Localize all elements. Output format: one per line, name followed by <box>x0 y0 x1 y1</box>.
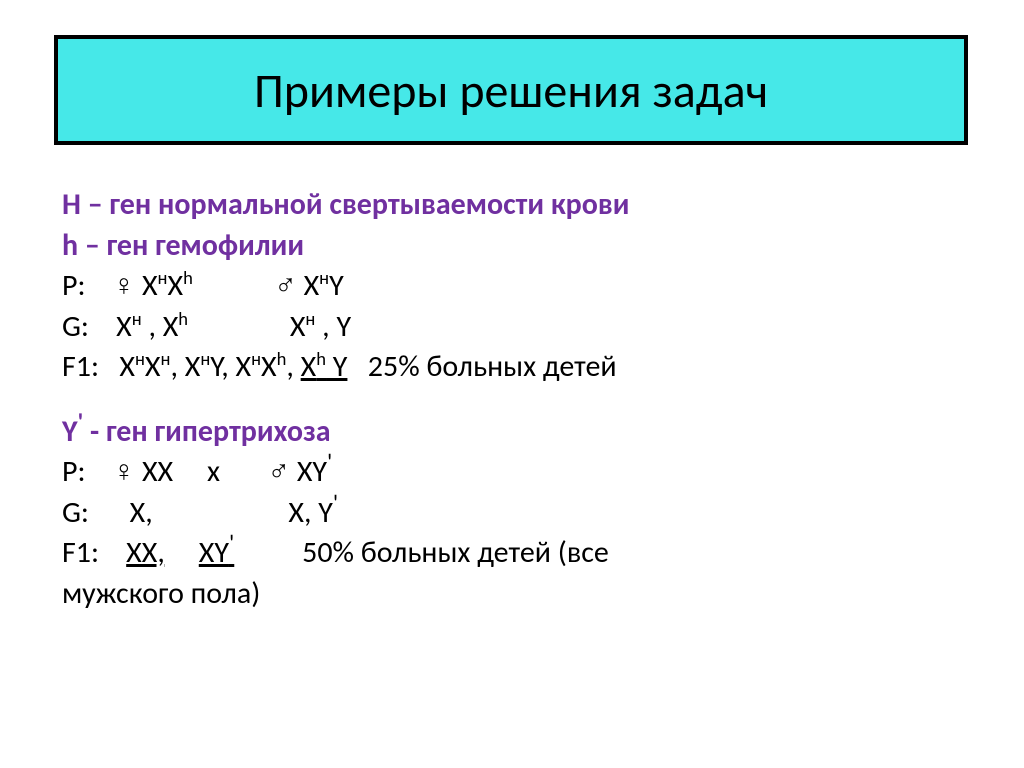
result-text: 25% больных детей <box>354 348 616 385</box>
spacer-gap <box>62 388 962 412</box>
block2-F1-cont: мужского пола) <box>62 574 962 615</box>
gamete-sup: h <box>178 307 188 330</box>
block2-F1: F1: XX, XY' 50% больных детей (все <box>62 533 962 574</box>
prime-sup: ' <box>327 448 332 477</box>
geno-sup: н <box>200 347 210 370</box>
label-P: P: <box>62 267 106 304</box>
female-genotype: ♀ XX <box>113 453 173 490</box>
geno-sup: н <box>135 347 145 370</box>
gamete-sup: н <box>305 307 315 330</box>
sep: , <box>322 308 336 345</box>
gamete: X <box>163 308 179 345</box>
female-symbol: ♀ <box>113 267 142 304</box>
gene-Y-text: ген гипертрихоза <box>106 413 331 450</box>
geno-sup: н <box>251 347 261 370</box>
title-text: Примеры решения задач <box>254 61 768 120</box>
label-F1: F1: <box>62 348 113 385</box>
title-box: Примеры решения задач <box>54 35 968 145</box>
geno-x: X <box>304 267 320 304</box>
result-text-cont: мужского пола) <box>62 575 260 612</box>
label-P: P: <box>62 453 106 490</box>
block1-P: P: ♀ XнXh ♂ XнY <box>62 266 962 307</box>
gamete: X <box>290 308 306 345</box>
geno: X <box>235 348 251 385</box>
geno-sup: h <box>183 266 193 289</box>
sep: , <box>221 348 235 385</box>
geno: X <box>119 348 135 385</box>
spacer <box>160 494 282 531</box>
label-F1: F1: <box>62 534 119 571</box>
geno-sup: н <box>161 347 171 370</box>
gene-Y-symbol: Y' - <box>62 413 106 450</box>
geno: X <box>301 348 317 385</box>
sep: , <box>170 348 184 385</box>
geno: Y <box>326 348 347 385</box>
content-area: H – ген нормальной свертываемости крови … <box>62 185 962 614</box>
geno-sup: н <box>158 266 168 289</box>
male-genotype: ♂ XY <box>268 453 327 490</box>
gene-Y-def: Y' - ген гипертрихоза <box>62 412 962 453</box>
cross-symbol: x <box>180 453 261 490</box>
spacer <box>200 267 268 304</box>
geno-x: X <box>168 267 184 304</box>
block1-F1: F1: XнXн, XнY, XнXh, Xh Y 25% больных де… <box>62 347 962 388</box>
spacer <box>241 534 295 571</box>
geno: X <box>261 348 277 385</box>
sep: , <box>286 348 300 385</box>
geno-sup: h <box>277 347 287 370</box>
sep: , <box>148 308 162 345</box>
geno: Y <box>210 348 221 385</box>
geno-x: X <box>142 267 158 304</box>
gene-H-def: H – ген нормальной свертываемости крови <box>62 185 962 226</box>
block2-G: G: X, X, Y' <box>62 493 962 534</box>
label-G: G: <box>62 308 109 345</box>
gene-h-def: h – ген гемофилии <box>62 226 962 267</box>
offspring-2: XY' <box>199 534 235 571</box>
gamete: X, <box>130 494 153 531</box>
gamete: Y <box>336 308 351 345</box>
gamete: X, Y <box>288 494 332 531</box>
affected-genotype: Xh Y <box>301 348 348 385</box>
geno: X <box>145 348 161 385</box>
block2-P: P: ♀ XX x ♂ XY' <box>62 452 962 493</box>
geno: X <box>185 348 201 385</box>
block1-G: G: Xн , Xh Xн , Y <box>62 307 962 348</box>
label-G: G: <box>62 494 123 531</box>
geno-y: Y <box>329 267 344 304</box>
offspring-1: XX, <box>126 534 165 571</box>
gamete-sup: н <box>132 307 142 330</box>
male-symbol: ♂ <box>274 267 303 304</box>
geno-sup: н <box>319 266 329 289</box>
prime-sup: ' <box>333 489 338 518</box>
gamete: X <box>116 308 132 345</box>
spacer <box>195 308 283 345</box>
geno-sup: h <box>316 347 326 370</box>
spacer <box>172 534 192 571</box>
result-text: 50% больных детей (все <box>302 534 609 571</box>
